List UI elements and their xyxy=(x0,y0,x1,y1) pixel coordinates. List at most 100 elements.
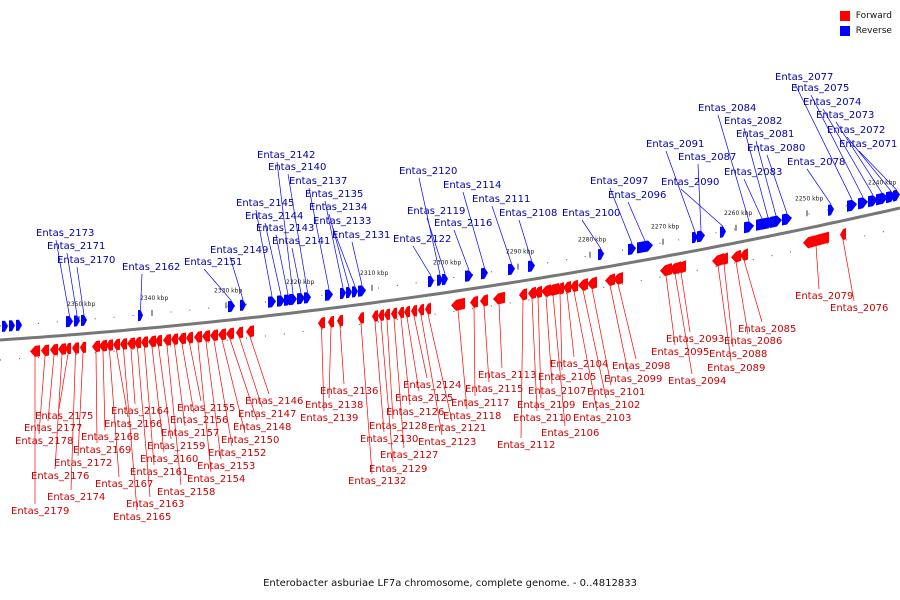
gene-arrow-forward xyxy=(740,248,748,261)
gene-arrow-reverse xyxy=(598,248,604,261)
gene-arrow-forward xyxy=(840,228,846,241)
gene-arrow-forward xyxy=(587,276,597,290)
leader-line-forward xyxy=(735,261,749,335)
gene-label-forward: Entas_2146 xyxy=(245,396,303,407)
gene-arrow-forward xyxy=(541,284,551,297)
gene-label-forward: Entas_2179 xyxy=(11,506,69,517)
leader-line-reverse xyxy=(518,219,532,261)
leader-line-reverse xyxy=(627,201,646,242)
gene-arrow-forward xyxy=(613,272,623,285)
gene-arrows xyxy=(2,189,900,357)
leader-line-forward xyxy=(617,283,637,360)
gene-arrow-forward xyxy=(218,328,226,341)
leader-line-forward xyxy=(400,317,411,406)
leader-line-forward xyxy=(386,319,394,420)
gene-arrow-reverse xyxy=(697,230,705,243)
leader-line-reverse xyxy=(351,241,363,286)
gene-arrow-forward xyxy=(404,305,410,318)
gene-arrow-forward xyxy=(372,310,378,322)
gene-label-reverse: Entas_2122 xyxy=(393,234,451,245)
leader-line-forward xyxy=(197,342,212,473)
gene-arrow-forward xyxy=(120,338,127,350)
gene-arrow-reverse xyxy=(465,270,473,282)
gene-arrow-reverse xyxy=(481,267,488,280)
leader-line-reverse xyxy=(66,252,78,316)
leader-line-forward xyxy=(531,298,538,412)
gene-label-reverse: Entas_2135 xyxy=(305,189,363,200)
leader-line-reverse xyxy=(426,217,446,274)
gene-label-forward: Entas_2176 xyxy=(31,471,89,482)
leader-line-forward xyxy=(609,285,629,373)
leader-line-forward xyxy=(54,354,63,470)
leader-line-forward xyxy=(189,343,202,402)
gene-arrow-forward xyxy=(127,337,135,350)
forward-swatch xyxy=(839,10,850,21)
leader-line-forward xyxy=(457,309,468,410)
kbp-tick-label: 2300 kbp xyxy=(433,260,461,267)
gene-label-reverse: Entas_2100 xyxy=(562,208,620,219)
leader-line-forward xyxy=(552,294,566,427)
gene-label-forward: Entas_2123 xyxy=(418,437,476,448)
gene-label-forward: Entas_2132 xyxy=(348,476,406,487)
gene-label-forward: Entas_2175 xyxy=(35,411,93,422)
gene-label-forward: Entas_2125 xyxy=(395,393,453,404)
leader-line-forward xyxy=(559,293,563,371)
leader-line-forward xyxy=(58,353,69,410)
gene-label-reverse: Entas_2081 xyxy=(736,129,794,140)
gene-arrow-reverse xyxy=(893,189,900,202)
gene-arrow-reverse xyxy=(358,285,366,297)
gene-label-forward: Entas_2147 xyxy=(238,409,296,420)
gene-label-forward: Entas_2118 xyxy=(443,411,501,422)
gene-arrow-reverse xyxy=(876,192,888,206)
gene-label-forward: Entas_2102 xyxy=(582,400,640,411)
gene-label-forward: Entas_2130 xyxy=(360,434,418,445)
kbp-tick-label: 2280 kbp xyxy=(578,237,606,244)
gene-arrow-reverse xyxy=(428,275,434,288)
leader-line-forward xyxy=(573,291,598,412)
leader-line-forward xyxy=(229,338,258,421)
leader-line-forward xyxy=(130,348,136,405)
leader-line-reverse xyxy=(609,187,633,244)
gene-label-forward: Entas_2106 xyxy=(541,428,599,439)
gene-arrow-forward xyxy=(712,253,724,267)
kbp-tick-label: 2270 kbp xyxy=(651,224,679,231)
leader-line-reverse xyxy=(491,205,512,264)
gene-label-forward: Entas_2094 xyxy=(668,376,726,387)
leader-line-reverse xyxy=(276,161,294,294)
leader-line-forward xyxy=(674,273,693,375)
leader-line-reverse xyxy=(275,234,289,295)
gene-label-forward: Entas_2164 xyxy=(111,406,169,417)
gene-label-forward: Entas_2112 xyxy=(497,440,555,451)
gene-arrow-forward xyxy=(141,336,148,348)
gene-label-reverse: Entas_2082 xyxy=(724,116,782,127)
gene-label-reverse: Entas_2151 xyxy=(184,257,242,268)
leader-line-forward xyxy=(328,327,332,399)
kbp-tick-label: 2340 kbp xyxy=(140,295,168,302)
kbp-tick-label: 2350 kbp xyxy=(67,301,95,308)
leader-line-forward xyxy=(47,355,55,422)
leader-line-forward xyxy=(174,344,186,427)
leader-line-forward xyxy=(520,299,524,439)
leader-line-reverse xyxy=(308,187,330,290)
gene-label-forward: Entas_2148 xyxy=(233,422,291,433)
gene-label-forward: Entas_2085 xyxy=(738,324,796,335)
gene-label-forward: Entas_2172 xyxy=(54,458,112,469)
gene-arrow-forward xyxy=(358,312,364,324)
gene-label-reverse: Entas_2084 xyxy=(698,103,756,114)
gene-label-reverse: Entas_2078 xyxy=(787,157,845,168)
gene-label-reverse: Entas_2133 xyxy=(313,216,371,227)
gene-label-reverse: Entas_2144 xyxy=(245,211,303,222)
leader-line-forward xyxy=(591,288,612,386)
gene-label-forward: Entas_2121 xyxy=(428,423,486,434)
gene-arrow-forward xyxy=(80,341,86,354)
gene-arrow-reverse xyxy=(437,274,443,286)
leader-line-reverse xyxy=(680,188,724,227)
leader-line-reverse xyxy=(743,127,769,218)
gene-label-reverse: Entas_2119 xyxy=(407,206,465,217)
gene-label-reverse: Entas_2162 xyxy=(122,262,180,273)
gene-label-forward: Entas_2154 xyxy=(187,474,245,485)
gene-label-forward: Entas_2139 xyxy=(300,413,358,424)
legend-reverse: Reverse xyxy=(839,23,892,38)
gene-arrow-forward xyxy=(194,330,202,343)
gene-arrow-reverse xyxy=(628,243,636,256)
